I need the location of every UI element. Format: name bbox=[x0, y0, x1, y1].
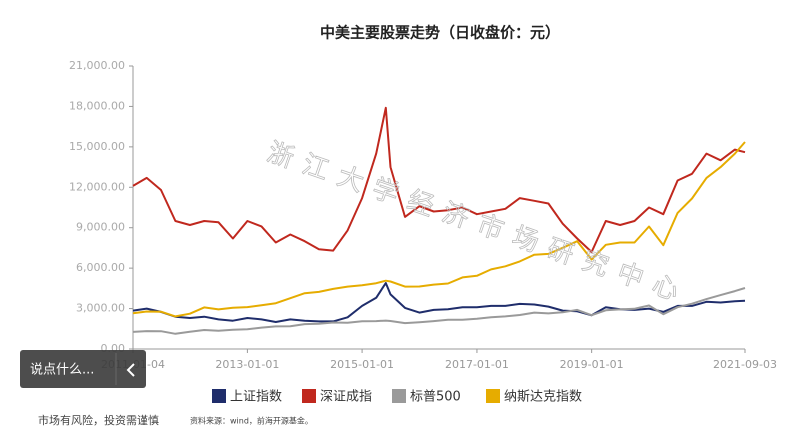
legend-label: 上证指数 bbox=[230, 390, 282, 405]
x-tick-label: 2021-09-03 bbox=[713, 358, 777, 371]
comment-box[interactable]: 说点什么... bbox=[20, 350, 146, 388]
comment-placeholder[interactable]: 说点什么... bbox=[30, 363, 94, 378]
legend-swatch bbox=[302, 389, 316, 403]
x-tick-label: 2013-01-01 bbox=[215, 358, 279, 371]
plot: 0.003,000.006,000.009,000.0012,000.0015,… bbox=[69, 59, 777, 371]
series-line bbox=[132, 141, 746, 318]
y-tick-label: 6,000.00 bbox=[76, 261, 125, 274]
legend-label: 深证成指 bbox=[320, 390, 372, 405]
legend-label: 标普500 bbox=[410, 390, 461, 405]
comment-box-bg bbox=[20, 350, 146, 388]
legend-swatch bbox=[486, 389, 500, 403]
legend-label: 纳斯达克指数 bbox=[504, 390, 582, 405]
chart-title: 中美主要股票走势（日收盘价：元） bbox=[320, 24, 560, 42]
legend-swatch bbox=[392, 389, 406, 403]
legend: 上证指数 深证成指 标普500 纳斯达克指数 bbox=[212, 389, 582, 405]
disclaimer: 市场有风险，投资需谨慎 bbox=[38, 413, 159, 427]
source: 资料来源：wind，前海开源基金。 bbox=[190, 416, 313, 426]
y-tick-label: 21,000.00 bbox=[69, 59, 125, 72]
y-tick-label: 3,000.00 bbox=[76, 302, 125, 315]
legend-swatch bbox=[212, 389, 226, 403]
y-tick-label: 9,000.00 bbox=[76, 221, 125, 234]
x-tick-label: 2017-01-01 bbox=[445, 358, 509, 371]
y-tick-label: 12,000.00 bbox=[69, 180, 125, 193]
x-tick-label: 2015-01-01 bbox=[330, 358, 394, 371]
series-line bbox=[132, 106, 746, 253]
collapse-button[interactable] bbox=[126, 363, 135, 377]
series-line bbox=[132, 287, 746, 335]
series-line bbox=[132, 282, 746, 323]
y-tick-label: 18,000.00 bbox=[69, 99, 125, 112]
y-tick-label: 15,000.00 bbox=[69, 140, 125, 153]
x-tick-label: 2019-01-01 bbox=[560, 358, 624, 371]
